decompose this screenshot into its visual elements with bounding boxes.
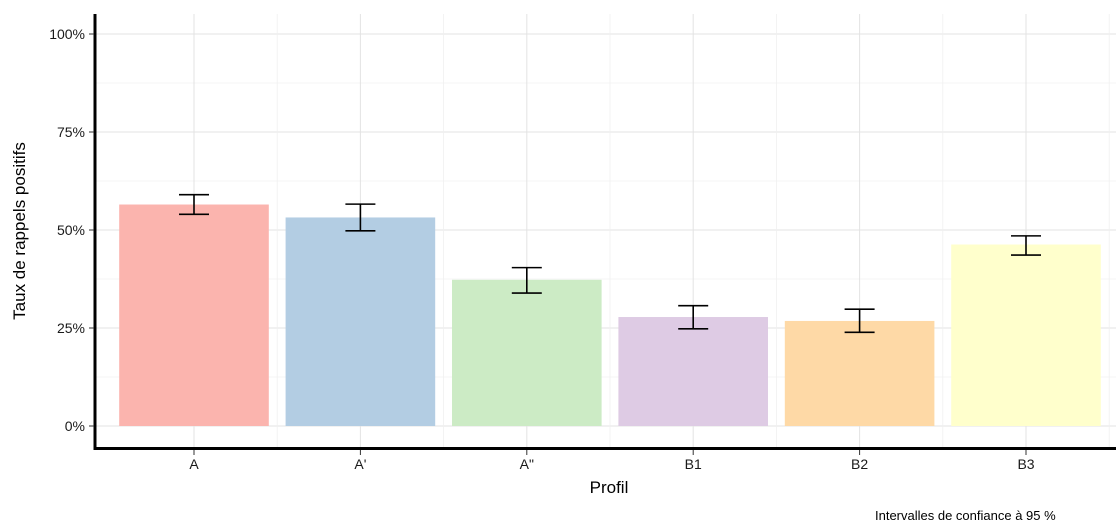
y-axis-title: Taux de rappels positifs	[10, 142, 29, 320]
x-axis-title: Profil	[590, 478, 629, 497]
x-tick-label: A'	[354, 456, 366, 472]
y-ticks: 0% 25% 50% 75% 100%	[49, 26, 94, 434]
bar-3	[618, 317, 768, 426]
bar-2	[452, 279, 602, 426]
bars-layer	[119, 204, 1101, 426]
x-tick-label: B1	[685, 456, 702, 472]
x-tick-label: B2	[851, 456, 868, 472]
y-tick-label: 100%	[49, 26, 85, 42]
x-tick-label: A"	[520, 456, 534, 472]
x-tick-label: A	[189, 456, 199, 472]
y-tick-label: 0%	[65, 418, 85, 434]
y-tick-label: 75%	[57, 124, 85, 140]
bar-1	[285, 217, 436, 426]
x-ticks: A A' A" B1 B2 B3	[189, 450, 1035, 472]
y-tick-label: 50%	[57, 222, 85, 238]
bar-4	[784, 320, 935, 426]
chart-caption: Intervalles de confiance à 95 %	[875, 508, 1056, 523]
errorbars-layer	[179, 193, 1041, 334]
x-tick-label: B3	[1017, 456, 1034, 472]
bar-0	[119, 204, 269, 426]
bar-5	[951, 244, 1101, 426]
y-tick-label: 25%	[57, 320, 85, 336]
